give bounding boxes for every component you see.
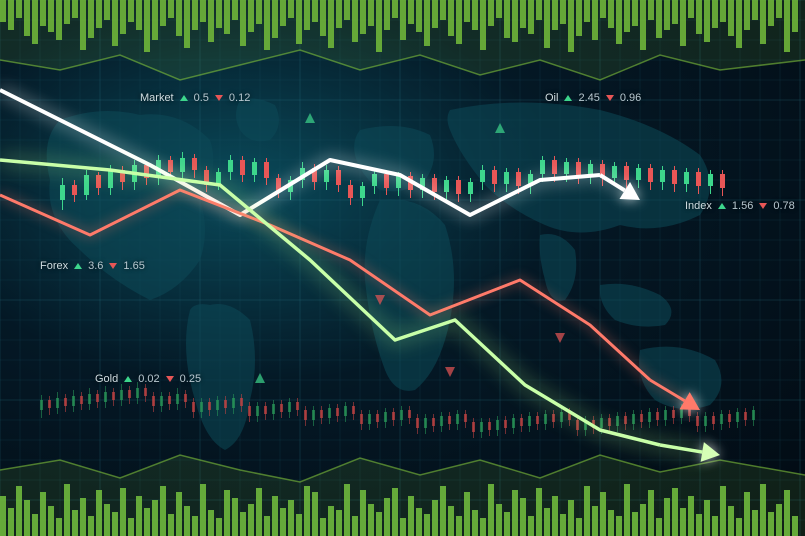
ticker-label: Gold (95, 373, 118, 385)
down-triangle-icon (759, 203, 767, 209)
ticker-forex: Forex 3.6 1.65 (40, 260, 145, 272)
ticker-up-value: 0.5 (194, 92, 209, 104)
ticker-oil: Oil 2.45 0.96 (545, 92, 641, 104)
ticker-down-value: 0.78 (773, 200, 794, 212)
down-triangle-icon (109, 263, 117, 269)
ticker-label: Oil (545, 92, 558, 104)
ticker-up-value: 1.56 (732, 200, 753, 212)
up-triangle-icon (718, 203, 726, 209)
down-triangle-icon (215, 95, 223, 101)
ticker-down-value: 1.65 (123, 260, 144, 272)
down-triangle-icon (166, 376, 174, 382)
up-triangle-icon (564, 95, 572, 101)
ticker-index: Index 1.56 0.78 (685, 200, 795, 212)
ticker-label: Index (685, 200, 712, 212)
ticker-market: Market 0.5 0.12 (140, 92, 250, 104)
ticker-up-value: 0.02 (138, 373, 159, 385)
ticker-label: Forex (40, 260, 68, 272)
ticker-up-value: 3.6 (88, 260, 103, 272)
ticker-label: Market (140, 92, 174, 104)
ticker-down-value: 0.96 (620, 92, 641, 104)
up-triangle-icon (180, 95, 188, 101)
ticker-gold: Gold 0.02 0.25 (95, 373, 201, 385)
ticker-down-value: 0.25 (180, 373, 201, 385)
up-triangle-icon (74, 263, 82, 269)
up-triangle-icon (124, 376, 132, 382)
ticker-down-value: 0.12 (229, 92, 250, 104)
down-triangle-icon (606, 95, 614, 101)
ticker-up-value: 2.45 (578, 92, 599, 104)
